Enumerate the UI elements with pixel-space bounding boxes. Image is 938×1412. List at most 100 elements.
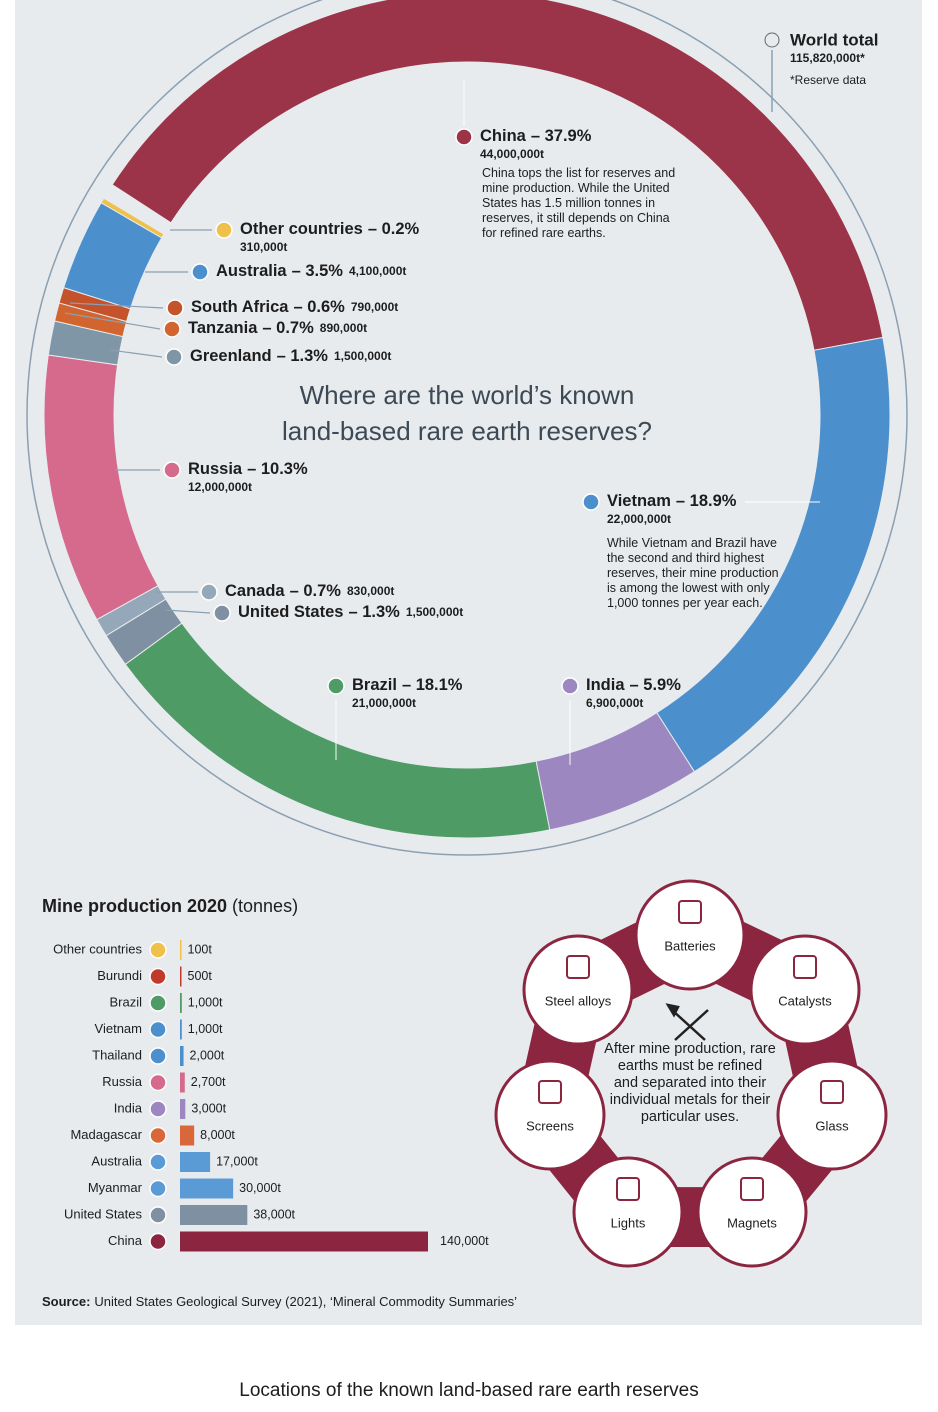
- china-note: China tops the list for reserves and min…: [482, 166, 676, 240]
- segment-reserve: 22,000,000t: [607, 512, 671, 526]
- bar-value-label: 30,000t: [239, 1181, 281, 1195]
- bar-value-label: 140,000t: [440, 1234, 489, 1248]
- flag-icon: [455, 128, 473, 146]
- total-label: World total: [790, 30, 878, 49]
- footnote: *Reserve data: [790, 73, 866, 87]
- use-circle: [522, 934, 634, 1046]
- use-label: Catalysts: [778, 993, 832, 1008]
- flag-icon: [149, 1020, 167, 1039]
- segment-reserve: 310,000t: [240, 240, 287, 254]
- segment-reserve: 21,000,000t: [352, 696, 416, 710]
- bar-subtitle: (tonnes): [232, 896, 298, 916]
- bar: [180, 993, 182, 1013]
- use-icon: [793, 955, 817, 979]
- flag-icon: [149, 1232, 167, 1251]
- flag-icon: [215, 221, 233, 239]
- leader: [69, 302, 164, 309]
- segment-reserve: 4,100,000t: [349, 264, 406, 278]
- tools-icon: [665, 1003, 709, 1041]
- segment-value: – 0.2%: [368, 220, 420, 238]
- segment-name: Tanzania: [188, 319, 258, 337]
- bar: [180, 1205, 248, 1225]
- bar-title-main: Mine production 2020: [42, 896, 227, 916]
- segment-reserve: 890,000t: [320, 321, 367, 335]
- bar: [180, 940, 182, 960]
- segment-name: China: [480, 127, 527, 145]
- flag-icon: [149, 994, 167, 1012]
- bar-value-label: 100t: [188, 942, 213, 956]
- flag-icon: [149, 967, 167, 986]
- use-icon: [566, 955, 590, 979]
- source-text: United States Geological Survey (2021), …: [94, 1294, 517, 1309]
- bar-value-label: 2,700t: [191, 1075, 226, 1089]
- segment-label: Greenland – 1.3% 1,500,000t: [190, 347, 391, 365]
- flag-icon: [149, 1126, 167, 1145]
- use-icon: [538, 1080, 562, 1104]
- segment-value: – 10.3%: [247, 460, 308, 478]
- use-icon: [678, 900, 702, 924]
- bar-value-label: 3,000t: [191, 1101, 226, 1115]
- flag-icon: [149, 941, 167, 959]
- segment-name: United States: [238, 603, 343, 621]
- donut-title: land-based rare earth reserves?: [282, 416, 652, 446]
- vietnam-note: While Vietnam and Brazil have the second…: [607, 536, 779, 610]
- use-circle: [572, 1156, 684, 1268]
- flag-icon: [166, 299, 184, 317]
- flag-icon: [200, 583, 218, 601]
- bar-category: Thailand: [92, 1047, 142, 1062]
- segment-label: Canada – 0.7% 830,000t: [225, 582, 394, 600]
- bar-category: Russia: [102, 1074, 143, 1089]
- segment-name: South Africa: [191, 298, 289, 316]
- use-label: Glass: [815, 1118, 849, 1133]
- use-icon: [616, 1177, 640, 1201]
- segment-label: Brazil – 18.1%: [352, 676, 463, 694]
- segment-label: Other countries – 0.2%: [240, 220, 420, 238]
- segment-reserve: 6,900,000t: [586, 696, 643, 710]
- bar-value-label: 500t: [188, 969, 213, 983]
- flag-icon: [149, 1073, 167, 1092]
- outer-ring: [26, 0, 908, 856]
- bar-category: Australia: [91, 1153, 142, 1168]
- bar: [180, 1072, 185, 1093]
- segment-name: India: [586, 676, 625, 694]
- segment-reserve: 830,000t: [347, 584, 394, 598]
- segment-reserve: 1,500,000t: [406, 605, 463, 619]
- flag-icon: [165, 348, 183, 366]
- segment-label: Vietnam – 18.9%: [607, 492, 737, 510]
- total-value: 115,820,000t*: [790, 51, 865, 65]
- leader: [64, 312, 161, 330]
- segment-name: Brazil: [352, 676, 397, 694]
- flag-icon: [327, 677, 345, 695]
- flag-icon: [582, 493, 600, 511]
- use-circle: [494, 1059, 606, 1171]
- globe-icon: [764, 32, 780, 48]
- segment-name: Australia: [216, 262, 287, 280]
- segment-label: Tanzania – 0.7% 890,000t: [188, 319, 367, 337]
- segment-name: Vietnam: [607, 492, 671, 510]
- segment-value: – 18.9%: [676, 492, 737, 510]
- caption: Locations of the known land-based rare e…: [239, 1380, 698, 1401]
- bar-category: India: [114, 1100, 143, 1115]
- bar: [180, 1019, 182, 1040]
- leader: [164, 609, 211, 614]
- flag-icon: [149, 1153, 167, 1171]
- segment-reserve: 12,000,000t: [188, 480, 252, 494]
- flag-icon: [163, 320, 181, 338]
- segment-label: Australia – 3.5% 4,100,000t: [216, 262, 406, 280]
- donut-segment: [100, 197, 165, 239]
- segment-label: South Africa – 0.6% 790,000t: [191, 298, 398, 316]
- segment-label: United States – 1.3% 1,500,000t: [238, 603, 463, 621]
- bar: [180, 1125, 195, 1146]
- use-circle: [749, 934, 861, 1046]
- segment-value: – 1.3%: [277, 347, 329, 365]
- segment-value: – 1.3%: [348, 603, 400, 621]
- flag-icon: [149, 1206, 167, 1224]
- uses-center-text: After mine production, rare earths must …: [604, 1041, 776, 1125]
- use-circle: [696, 1156, 808, 1268]
- segment-value: – 0.7%: [290, 582, 342, 600]
- use-circle: [776, 1059, 888, 1171]
- use-icon: [740, 1177, 764, 1201]
- bar: [180, 1099, 186, 1119]
